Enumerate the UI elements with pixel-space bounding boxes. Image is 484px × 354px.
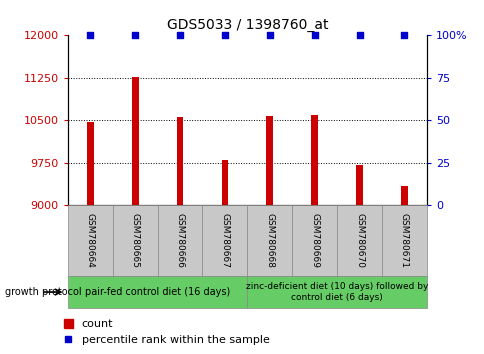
- Bar: [266, 116, 272, 205]
- Text: GSM780664: GSM780664: [86, 213, 95, 268]
- Bar: [311, 115, 318, 205]
- Point: [400, 33, 408, 38]
- Text: GSM780670: GSM780670: [354, 213, 363, 268]
- Title: GDS5033 / 1398760_at: GDS5033 / 1398760_at: [166, 18, 327, 32]
- Text: GSM780667: GSM780667: [220, 213, 229, 268]
- Point: [86, 33, 94, 38]
- Text: GSM780665: GSM780665: [130, 213, 139, 268]
- Bar: [176, 117, 183, 205]
- Bar: [400, 186, 407, 205]
- Bar: [87, 122, 93, 205]
- Text: GSM780668: GSM780668: [265, 213, 274, 268]
- Text: GSM780669: GSM780669: [309, 213, 318, 268]
- Point: [221, 33, 228, 38]
- Bar: [355, 165, 362, 205]
- Text: GSM780671: GSM780671: [399, 213, 408, 268]
- Legend: count, percentile rank within the sample: count, percentile rank within the sample: [63, 319, 269, 345]
- Text: pair-fed control diet (16 days): pair-fed control diet (16 days): [85, 287, 230, 297]
- Point: [176, 33, 183, 38]
- Point: [310, 33, 318, 38]
- Bar: [132, 77, 138, 205]
- Point: [131, 33, 139, 38]
- Text: GSM780666: GSM780666: [175, 213, 184, 268]
- Text: growth protocol: growth protocol: [5, 287, 81, 297]
- Bar: [221, 160, 228, 205]
- Point: [265, 33, 273, 38]
- Text: zinc-deficient diet (10 days) followed by
control diet (6 days): zinc-deficient diet (10 days) followed b…: [245, 282, 427, 302]
- Point: [355, 33, 363, 38]
